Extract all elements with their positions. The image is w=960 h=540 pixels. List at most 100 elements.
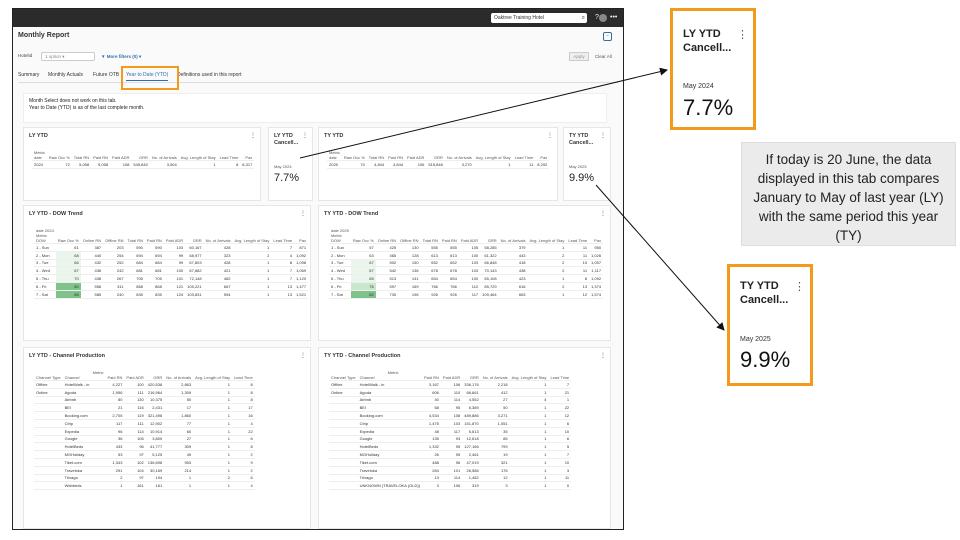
info-note: Month Select does not work on this tab. …: [23, 93, 607, 123]
cell: 1,521: [294, 290, 309, 299]
table-row: Offline HotelWalk - in 4,227 100 420,538 2,86…: [34, 380, 255, 389]
col-header: Lead Time: [217, 150, 241, 161]
cell: 60,167: [185, 243, 204, 252]
help-icon[interactable]: ?: [595, 14, 599, 21]
cell: 214: [164, 466, 194, 475]
cell: 681: [125, 266, 145, 276]
hotel-selector[interactable]: Oaktree Training Hotel ⌕: [491, 13, 587, 23]
tab-future-otb[interactable]: Future OTB: [93, 72, 120, 78]
tab-summary[interactable]: Summary: [18, 72, 40, 78]
kebab-icon[interactable]: ⋮: [250, 133, 256, 139]
cell: [34, 466, 63, 475]
hotel-filter-select[interactable]: 1 option ▾: [41, 52, 95, 61]
col-header: Avg. Length of Stay: [193, 370, 232, 381]
cell: 1,374: [589, 282, 604, 291]
cell: [329, 450, 358, 459]
kebab-icon[interactable]: ⋮: [300, 353, 306, 359]
cell: Offline: [34, 380, 63, 389]
cell: 7 - Sat: [329, 290, 351, 299]
table-row: 5 - Thu 70 438 267 705 705 101 72,148 462 1 7 1,120: [34, 274, 309, 283]
cell: 4,552: [462, 396, 481, 405]
cell: Airbnb: [357, 396, 422, 405]
table-row: 2 - Mon 68 440 254 694 694 99 68,977 323 2 4 1,092: [34, 251, 309, 260]
cell: 264: [422, 466, 441, 475]
kebab-icon[interactable]: ⋮: [600, 133, 606, 139]
kebab-icon[interactable]: ⋮: [600, 211, 606, 217]
col-header: Paid RN: [439, 228, 459, 244]
cell: 6: [231, 435, 255, 444]
cell: 379: [498, 243, 528, 252]
collapse-icon[interactable]: −: [603, 32, 612, 41]
cell: 5,058: [71, 160, 92, 169]
cell: 68,977: [185, 251, 204, 260]
ty-ytd-card: TY YTD ⋮ Metric date Raw Occ % Total RN Paid…: [318, 127, 558, 201]
cell: 1,092: [589, 274, 604, 283]
channel-label: Channel: [64, 375, 80, 380]
cell: 3,167: [422, 380, 441, 389]
cell: 4: [231, 481, 255, 491]
clear-all-button[interactable]: Clear All: [595, 54, 612, 59]
col-header: Lead Time: [566, 228, 590, 244]
kebab-icon[interactable]: ⋮: [547, 133, 553, 139]
tab-ytd[interactable]: Year to Date (YTD): [126, 72, 169, 81]
apply-button[interactable]: Apply: [569, 52, 589, 61]
cell: UNKNOWN (TRAVELOKA (OLD)): [357, 481, 422, 491]
kebab-icon[interactable]: ⋮: [600, 353, 606, 359]
table-row: BEI 68 95 6,389 50 1 22: [329, 403, 572, 413]
cell: 868: [125, 282, 145, 291]
cell: 68: [55, 251, 81, 260]
cell: 117: [458, 290, 481, 299]
cell: 678: [439, 266, 459, 276]
cell: 3,271: [480, 411, 510, 420]
page-title: Monthly Report: [18, 32, 70, 39]
table-row: Online Agoda 1,956 111 216,964 1,309 1 8: [34, 388, 255, 397]
tab-definitions[interactable]: Definitions used in this report: [177, 72, 242, 78]
cell: 103: [440, 419, 463, 428]
cell: 1: [548, 396, 572, 405]
cell: 1,956: [105, 388, 125, 397]
col-header: Paid RN: [144, 228, 164, 244]
cell: 3: [480, 481, 510, 491]
cell: 489,886: [462, 411, 481, 420]
cell: 12,902: [145, 419, 165, 428]
cell: 8: [271, 259, 295, 268]
callout-value: 9.9%: [740, 347, 791, 372]
cell: 19: [480, 450, 510, 459]
cell: MGHoliday: [62, 450, 106, 459]
cell: 8,292: [535, 160, 550, 169]
cell: 4,844: [386, 160, 406, 169]
more-filters-button[interactable]: ▼ More filters (0) ▾: [101, 54, 142, 59]
ty-dow-card: TY YTD - DOW Trend ⋮ date 2025 Metric DOW R…: [318, 205, 611, 341]
card-title: LY YTD - Channel Production: [29, 353, 105, 359]
col-header: Avg. Length of Stay: [178, 150, 218, 161]
col-header: GRR: [426, 150, 445, 161]
ly-dow-card: LY YTD - DOW Trend ⋮ date 2024 Metric DOW R…: [23, 205, 311, 341]
cell: 1: [509, 442, 549, 452]
tab-monthly-actuals[interactable]: Monthly Actuals: [48, 72, 84, 78]
avatar[interactable]: [599, 14, 607, 22]
cell: 652: [439, 259, 459, 268]
cell: 1,475: [422, 419, 441, 428]
kebab-icon[interactable]: ⋮: [302, 133, 308, 139]
cell: 1: [509, 403, 549, 413]
table-row: BEI 21 116 2,431 17 1 17: [34, 403, 255, 413]
cell: 291: [105, 466, 125, 475]
more-icon[interactable]: •••: [610, 14, 618, 21]
cell: 17: [231, 403, 255, 413]
col-header: Lead Time: [548, 370, 572, 381]
cell: 1,117: [589, 266, 604, 276]
kebab-icon[interactable]: ⋮: [300, 211, 306, 217]
cell: 13: [566, 282, 590, 291]
cell: HotelBeds: [357, 442, 422, 452]
cell: 613: [420, 251, 440, 260]
cell: 13: [271, 282, 295, 291]
table-row: 7 - Sat 82 730 196 926 926 117 109,464 663 1 12 1,5…: [329, 290, 604, 299]
cell: HotelWalk - in: [62, 380, 106, 389]
cell: 97: [124, 474, 146, 483]
cell: 103: [163, 243, 186, 252]
cell: 2,218: [480, 380, 510, 389]
cell: 663: [498, 290, 528, 299]
cell: 323: [203, 251, 233, 260]
ly-dow-table: date 2024 Metric DOW Raw Occ % Online RN Offl…: [34, 228, 309, 299]
cell: 1: [527, 274, 567, 283]
